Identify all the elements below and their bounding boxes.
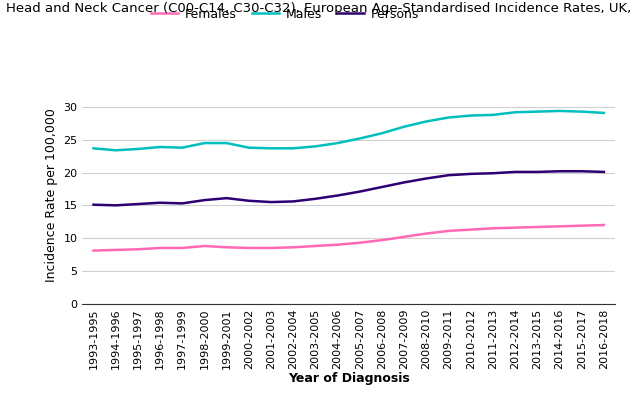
Persons [578,169,586,174]
Females [356,240,364,245]
Females [156,245,164,250]
X-axis label: Year of Diagnosis: Year of Diagnosis [288,372,410,385]
Males [223,141,231,146]
Females [511,225,519,230]
Males [289,146,297,151]
Persons [422,176,430,181]
Males [333,141,341,146]
Persons [333,193,341,198]
Females [223,245,231,250]
Males [445,115,453,120]
Persons [401,180,408,185]
Females [90,248,98,253]
Males [467,113,474,118]
Males [356,136,364,141]
Females [600,223,607,228]
Females [179,245,186,250]
Persons [445,173,453,178]
Males [245,145,252,150]
Males [200,141,208,146]
Legend: Females, Males, Persons: Females, Males, Persons [146,3,424,26]
Females [312,243,319,248]
Males [268,146,275,151]
Persons [223,196,231,201]
Text: Head and Neck Cancer (C00-C14, C30-C32), European Age-Standardised Incidence Rat: Head and Neck Cancer (C00-C14, C30-C32),… [6,2,634,15]
Females [112,248,119,253]
Males [422,119,430,124]
Persons [467,171,474,176]
Persons [268,200,275,205]
Line: Females: Females [94,225,604,250]
Females [401,234,408,239]
Females [445,228,453,233]
Persons [156,200,164,205]
Females [467,227,474,232]
Males [179,145,186,150]
Persons [179,201,186,206]
Females [378,238,385,243]
Females [134,247,142,252]
Males [555,109,563,114]
Males [156,144,164,149]
Persons [489,171,497,176]
Males [511,110,519,115]
Males [134,146,142,151]
Females [422,231,430,236]
Persons [378,185,385,190]
Females [578,223,586,228]
Males [378,131,385,136]
Persons [600,169,607,174]
Males [401,124,408,129]
Persons [245,198,252,203]
Females [245,245,252,250]
Females [289,245,297,250]
Line: Persons: Persons [94,171,604,206]
Females [534,225,541,230]
Males [112,148,119,153]
Persons [289,199,297,204]
Females [555,224,563,229]
Persons [90,202,98,207]
Persons [511,169,519,174]
Y-axis label: Incidence Rate per 100,000: Incidence Rate per 100,000 [45,109,58,282]
Females [268,245,275,250]
Persons [134,201,142,206]
Persons [200,198,208,203]
Line: Males: Males [94,111,604,150]
Females [333,242,341,247]
Females [489,226,497,231]
Persons [356,189,364,194]
Males [534,109,541,114]
Males [489,112,497,117]
Persons [112,203,119,208]
Persons [555,169,563,174]
Persons [534,169,541,174]
Females [200,243,208,248]
Males [600,110,607,115]
Persons [312,196,319,201]
Males [312,144,319,149]
Males [90,146,98,151]
Males [578,109,586,114]
